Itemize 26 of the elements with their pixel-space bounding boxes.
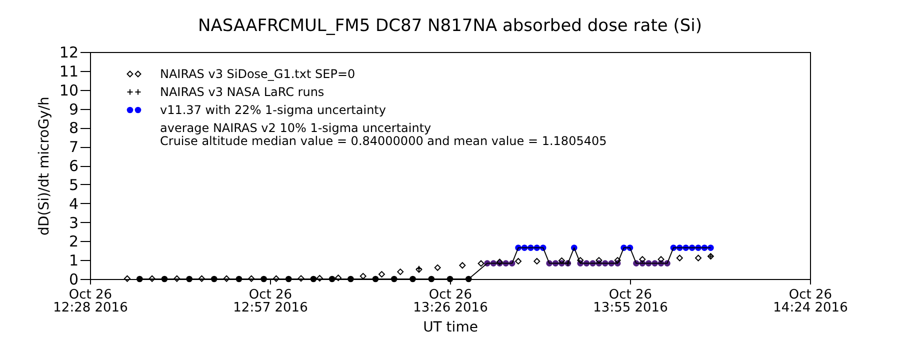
x-tick-label: Oct 26 12:57 2016: [233, 288, 308, 316]
x-tick-label: Oct 26 12:28 2016: [53, 288, 128, 316]
annotation: average NAIRAS v2 10% 1-sigma uncertainty: [160, 121, 432, 135]
y-tick-label: 9: [68, 100, 78, 118]
x-axis-title: UT time: [423, 320, 478, 336]
y-tick-label: 12: [59, 44, 78, 62]
y-tick-label: 5: [68, 176, 78, 194]
y-tick-label: 7: [68, 138, 78, 156]
y-tick-label: 6: [68, 157, 78, 175]
x-tick-label: Oct 26 13:55 2016: [593, 288, 668, 316]
y-tick-label: 1: [68, 252, 78, 270]
y-tick-label: 11: [59, 62, 78, 80]
y-tick-label: 3: [68, 214, 78, 232]
chart-title: NASAAFRCMUL_FM5 DC87 N817NA absorbed dose rate (Si): [198, 16, 702, 36]
x-tick-label: Oct 26 13:26 2016: [413, 288, 488, 316]
y-tick-label: 0: [68, 270, 78, 288]
annotation: Cruise altitude median value = 0.84000000 and mean value = 1.1805405: [160, 134, 607, 148]
legend-label: NAIRAS v3 SiDose_G1.txt SEP=0: [160, 67, 356, 81]
x-tick-label: Oct 26 14:24 2016: [773, 288, 848, 316]
y-tick-label: 8: [68, 119, 78, 138]
y-tick-label: 10: [59, 81, 78, 100]
y-axis-title: dD(Si)/dt microGy/h: [36, 96, 52, 236]
legend-label: NAIRAS v3 NASA LaRC runs: [160, 85, 324, 99]
legend-label: v11.37 with 22% 1-sigma uncertainty: [160, 103, 386, 117]
y-tick-label: 4: [68, 194, 78, 213]
y-tick-label: 2: [68, 232, 78, 251]
